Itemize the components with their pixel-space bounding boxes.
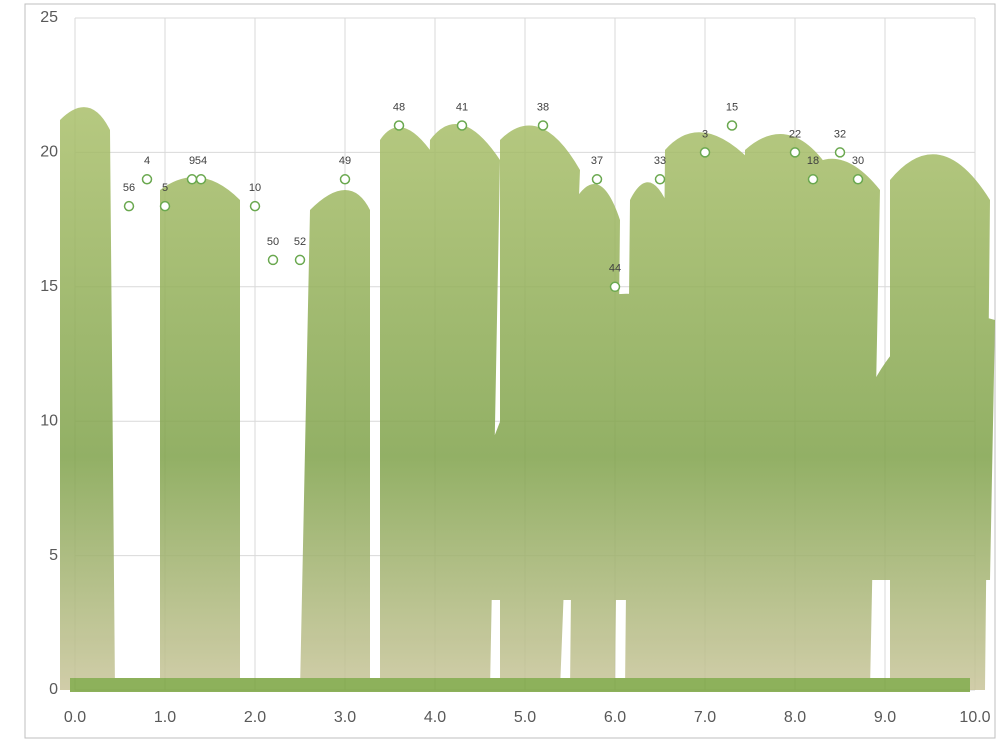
x-tick-label: 6.0: [604, 709, 626, 726]
point: [609, 281, 621, 293]
point-label: 30: [852, 155, 864, 167]
y-tick-label: 5: [49, 547, 58, 564]
y-tick-label: 0: [49, 681, 58, 698]
x-tick-label: 3.0: [334, 709, 356, 726]
point: [123, 200, 135, 212]
point-label: 52: [294, 236, 306, 248]
y-tick-label: 20: [40, 144, 58, 161]
point-label: 38: [537, 101, 549, 113]
point-label: 37: [591, 155, 603, 167]
point: [141, 174, 153, 185]
point: [807, 174, 819, 185]
point: [195, 174, 207, 185]
point: [537, 120, 549, 131]
x-tick-label: 1.0: [154, 709, 176, 726]
point-label: 5: [162, 182, 168, 194]
point: [699, 147, 711, 158]
x-tick-label: 7.0: [694, 709, 716, 726]
point-label: 15: [726, 101, 738, 113]
y-tick-label: 25: [40, 9, 58, 26]
point: [726, 120, 738, 131]
point: [852, 174, 864, 185]
point: [654, 174, 666, 185]
x-tick-label: 2.0: [244, 709, 266, 726]
point: [393, 120, 405, 131]
point-label: 9: [189, 155, 195, 167]
x-tick-label: 9.0: [874, 709, 896, 726]
y-tick-label: 15: [40, 278, 58, 295]
point: [186, 174, 198, 185]
point: [339, 174, 351, 185]
point: [294, 254, 306, 266]
point-label: 41: [456, 101, 468, 113]
point-label: 50: [267, 236, 279, 248]
x-tick-label: 10.0: [959, 709, 990, 726]
point: [591, 174, 603, 185]
y-tick-label: 10: [40, 412, 58, 429]
point-label: 49: [339, 155, 351, 167]
point-label: 32: [834, 128, 846, 140]
point-label: 18: [807, 155, 819, 167]
point-label: 44: [609, 263, 621, 275]
point-label: 3: [702, 128, 708, 140]
point-label: 33: [654, 155, 666, 167]
point-label: 10: [249, 182, 261, 194]
point: [456, 120, 468, 131]
point-label: 48: [393, 101, 405, 113]
x-tick-label: 8.0: [784, 709, 806, 726]
x-tick-label: 5.0: [514, 709, 536, 726]
point: [249, 200, 261, 212]
point: [834, 147, 846, 158]
point-label: 56: [123, 182, 135, 194]
x-tick-label: 4.0: [424, 709, 446, 726]
point: [267, 254, 279, 266]
x-tick-label: 0.0: [64, 709, 86, 726]
point-label: 54: [195, 155, 207, 167]
bamboo-decoration: [60, 107, 995, 692]
point: [789, 147, 801, 158]
point: [159, 200, 171, 212]
point-label: 4: [144, 155, 150, 167]
point-label: 22: [789, 128, 801, 140]
